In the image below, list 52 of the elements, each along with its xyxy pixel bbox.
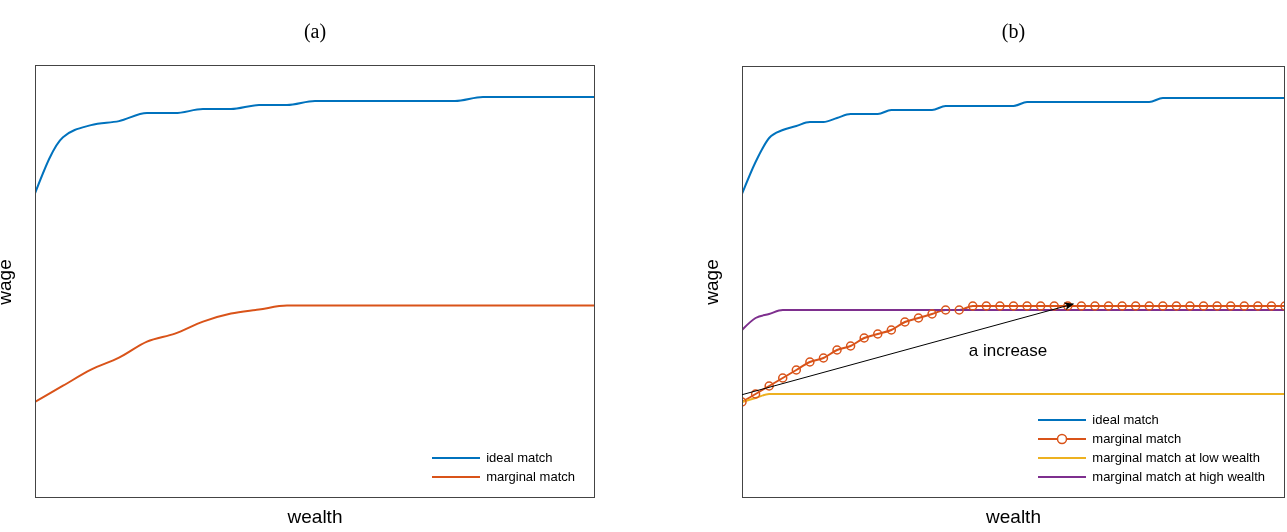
x-axis-title: wealth	[985, 506, 1042, 528]
point	[940, 305, 951, 315]
point	[832, 345, 842, 355]
y-axis-title: wage	[0, 258, 16, 305]
point	[1035, 301, 1046, 311]
point	[1253, 301, 1263, 311]
point	[1117, 301, 1127, 311]
y-axis-title: wage	[701, 259, 723, 305]
point	[1171, 301, 1182, 311]
x-axis-title: wealth	[286, 506, 344, 528]
point	[1049, 301, 1059, 311]
point	[981, 301, 992, 311]
point	[968, 301, 978, 311]
point	[1225, 301, 1236, 311]
legend-label: marginal match	[1092, 431, 1182, 446]
point	[1266, 301, 1277, 311]
point	[1090, 301, 1100, 311]
point	[791, 365, 802, 375]
legend-label: marginal match	[486, 469, 575, 484]
point	[1076, 301, 1087, 311]
legend-label: ideal match	[486, 450, 553, 465]
point	[818, 353, 829, 363]
point	[927, 309, 937, 319]
point	[1063, 301, 1073, 311]
point	[1008, 301, 1019, 311]
point	[886, 325, 897, 335]
point	[1130, 301, 1141, 311]
point	[1185, 301, 1195, 311]
legend-label: ideal match	[1092, 412, 1159, 427]
point	[764, 381, 774, 391]
point	[954, 305, 964, 315]
point	[900, 317, 910, 327]
point	[1239, 301, 1250, 311]
point	[1022, 301, 1032, 311]
point	[805, 357, 815, 367]
point	[873, 329, 883, 339]
point	[1198, 301, 1209, 311]
legend-label: marginal match at high wealth	[1092, 469, 1265, 484]
point	[913, 313, 924, 323]
chart-title: (b)	[1000, 20, 1027, 43]
legend-label: marginal match at low wealth	[1092, 450, 1260, 465]
chart-title: (a)	[302, 20, 328, 43]
point	[1103, 301, 1114, 311]
annotation: a increase	[968, 341, 1048, 362]
point	[750, 389, 761, 399]
point	[777, 373, 788, 383]
point	[859, 333, 869, 343]
point	[845, 341, 856, 351]
point	[1212, 301, 1222, 311]
point	[995, 301, 1005, 311]
point	[1144, 301, 1154, 311]
point	[1158, 301, 1168, 311]
